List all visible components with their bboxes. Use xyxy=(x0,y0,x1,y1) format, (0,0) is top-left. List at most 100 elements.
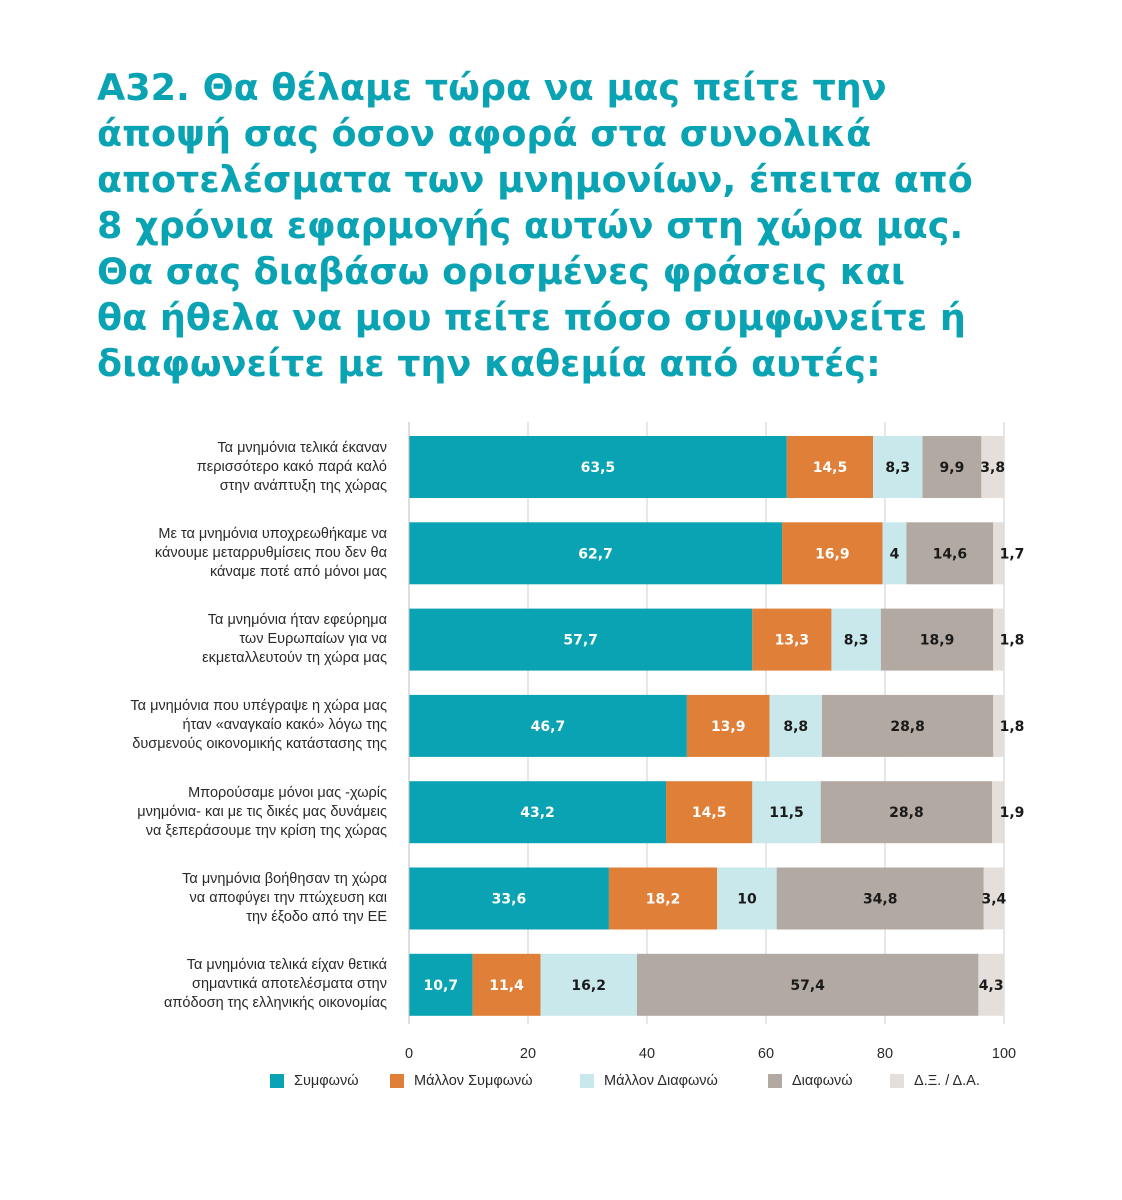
x-axis: 0 20 40 60 80 100 xyxy=(405,422,1016,1062)
data-label: 34,8 xyxy=(863,892,898,908)
title-line: 8 χρόνια εφαρμογής αυτών στη χώρα μας. xyxy=(97,204,964,247)
category-label: Τα μνημόνια τελικά έκαναν περισσότερο κακ… xyxy=(67,439,387,496)
category-label: Τα μνημόνια που υπέγραψε η χώρα μας ήταν … xyxy=(67,697,387,754)
category-label-line: περισσότερο κακό παρά καλό xyxy=(196,458,387,475)
title-line: θα ήθελα να μου πείτε πόσο συμφωνείτε ή xyxy=(97,296,966,339)
bar-segment xyxy=(880,608,994,671)
legend-swatch xyxy=(768,1074,782,1088)
category-label-line: δυσμενούς οικονομικής κατάστασης της xyxy=(132,736,387,753)
bar-segment xyxy=(540,953,637,1016)
bar-segment xyxy=(978,953,1004,1016)
legend-item: Μάλλον Συμφωνώ xyxy=(390,1073,533,1089)
data-label: 11,4 xyxy=(489,978,524,994)
data-label: 13,3 xyxy=(775,633,810,649)
data-label: 43,2 xyxy=(520,805,555,821)
bar-segment xyxy=(983,867,1004,930)
category-label-line: κάνουμε μεταρρυθμίσεις που δεν θα xyxy=(154,544,387,561)
category-label-line: μνημόνια- και με τις δικές μας δυνάμεις xyxy=(137,803,387,820)
bar-segment xyxy=(769,694,822,757)
bar-segment xyxy=(992,781,1004,844)
category-label-line: να ξεπεράσουμε την κρίση της χώρας xyxy=(145,822,387,839)
data-label: 11,5 xyxy=(769,805,804,821)
legend-label: Μάλλον Συμφωνώ xyxy=(414,1073,533,1089)
category-label-line: Τα μνημόνια ήταν εφεύρημα xyxy=(207,612,387,629)
data-label: 10,7 xyxy=(424,978,459,994)
bar-segment xyxy=(409,781,667,844)
category-label-line: Τα μνημόνια τελικά έκαναν xyxy=(217,439,387,456)
data-label: 28,8 xyxy=(889,805,924,821)
bar-segment xyxy=(409,694,687,757)
data-label: 62,7 xyxy=(578,546,613,562)
category-label-line: σημαντικά αποτελέσματα στην xyxy=(192,976,387,993)
chart-title: Α32. Θα θέλαμε τώρα να μας πείτε την άποψ… xyxy=(97,65,997,387)
category-label-line: Με τα μνημόνια υποχρεωθήκαμε να xyxy=(158,525,387,542)
bar-segment xyxy=(776,867,984,930)
bar-segment xyxy=(820,781,993,844)
bar-segment xyxy=(686,694,770,757)
data-label: 8,8 xyxy=(783,719,808,735)
bar-segment xyxy=(409,953,473,1016)
category-label: Τα μνημόνια βοήθησαν τη χώρα να αποφύγει … xyxy=(67,870,387,927)
data-label: 1,8 xyxy=(1000,633,1025,649)
legend-item: Διαφωνώ xyxy=(768,1073,853,1089)
x-tick-label: 20 xyxy=(520,1046,536,1062)
bar-segment xyxy=(409,436,787,498)
legend-item: Μάλλον Διαφωνώ xyxy=(580,1073,718,1089)
bar-segment xyxy=(752,608,832,671)
bar-segment xyxy=(993,522,1004,585)
title-line: άποψή σας όσον αφορά στα συνολικά xyxy=(97,112,872,155)
category-label: Με τα μνημόνια υποχρεωθήκαμε να κάνουμε μ… xyxy=(67,525,387,582)
legend-label: Δ.Ξ. / Δ.Α. xyxy=(914,1073,980,1089)
bar-segment xyxy=(993,694,1004,757)
x-tick-label: 80 xyxy=(877,1046,893,1062)
data-label: 4,3 xyxy=(979,978,1004,994)
bar-segment xyxy=(821,694,994,757)
data-label: 13,9 xyxy=(711,719,746,735)
title-line: αποτελέσματα των μνημονίων, έπειτα από xyxy=(97,158,973,201)
category-label-line: να αποφύγει την πτώχευση και xyxy=(189,890,387,906)
data-label: 14,6 xyxy=(933,546,968,562)
data-label: 8,3 xyxy=(885,460,910,476)
category-label-line: κάναμε ποτέ από μόνοι μας xyxy=(209,563,387,580)
bar-segment xyxy=(472,953,541,1016)
category-label-line: Τα μνημόνια που υπέγραψε η χώρα μας xyxy=(130,698,387,715)
legend-swatch xyxy=(390,1074,404,1088)
bar-segment xyxy=(873,436,923,498)
data-label: 18,9 xyxy=(920,633,955,649)
data-label: 8,3 xyxy=(844,633,869,649)
bar-segment xyxy=(717,867,777,930)
category-label-line: Τα μνημόνια τελικά είχαν θετικά xyxy=(186,957,387,974)
data-label: 14,5 xyxy=(692,805,727,821)
data-label: 57,7 xyxy=(563,633,598,649)
data-label: 18,2 xyxy=(646,892,681,908)
x-tick-label: 0 xyxy=(405,1046,413,1062)
title-line: Α32. Θα θέλαμε τώρα να μας πείτε την xyxy=(97,66,887,109)
legend-item: Συμφωνώ xyxy=(270,1073,359,1089)
title-line: διαφωνείτε με την καθεμία από αυτές: xyxy=(97,342,881,385)
bar-segment xyxy=(993,608,1004,671)
bar-segment xyxy=(752,781,821,844)
legend-swatch xyxy=(890,1074,904,1088)
category-label-line: Τα μνημόνια βοήθησαν τη χώρα xyxy=(182,871,387,887)
legend-swatch xyxy=(270,1074,284,1088)
bar-segment xyxy=(636,953,979,1016)
category-label-line: των Ευρωπαίων για να xyxy=(239,631,387,648)
bars xyxy=(409,436,1004,1016)
data-label: 57,4 xyxy=(790,978,825,994)
data-label: 63,5 xyxy=(581,460,616,476)
category-label-line: την έξοδο από την ΕΕ xyxy=(246,909,387,925)
legend-label: Διαφωνώ xyxy=(792,1073,853,1089)
bar-segment xyxy=(786,436,874,498)
data-label: 16,2 xyxy=(571,978,606,994)
legend-swatch xyxy=(580,1074,594,1088)
bar-segment xyxy=(882,522,907,585)
bar-segment xyxy=(782,522,883,585)
bar-segment xyxy=(981,436,1004,498)
data-label: 33,6 xyxy=(492,892,527,908)
category-label-line: στην ανάπτυξη της χώρας xyxy=(219,477,387,494)
bar-segment xyxy=(831,608,881,671)
data-labels: 63,5 14,5 8,3 9,9 3,8 62,7 16,9 4 14,6 1,7 57,7 13,… xyxy=(424,460,1025,994)
category-label: Μπορούσαμε μόνοι μας -χωρίς μνημόνια- και… xyxy=(67,784,387,841)
category-label-line: Μπορούσαμε μόνοι μας -χωρίς xyxy=(188,784,387,801)
